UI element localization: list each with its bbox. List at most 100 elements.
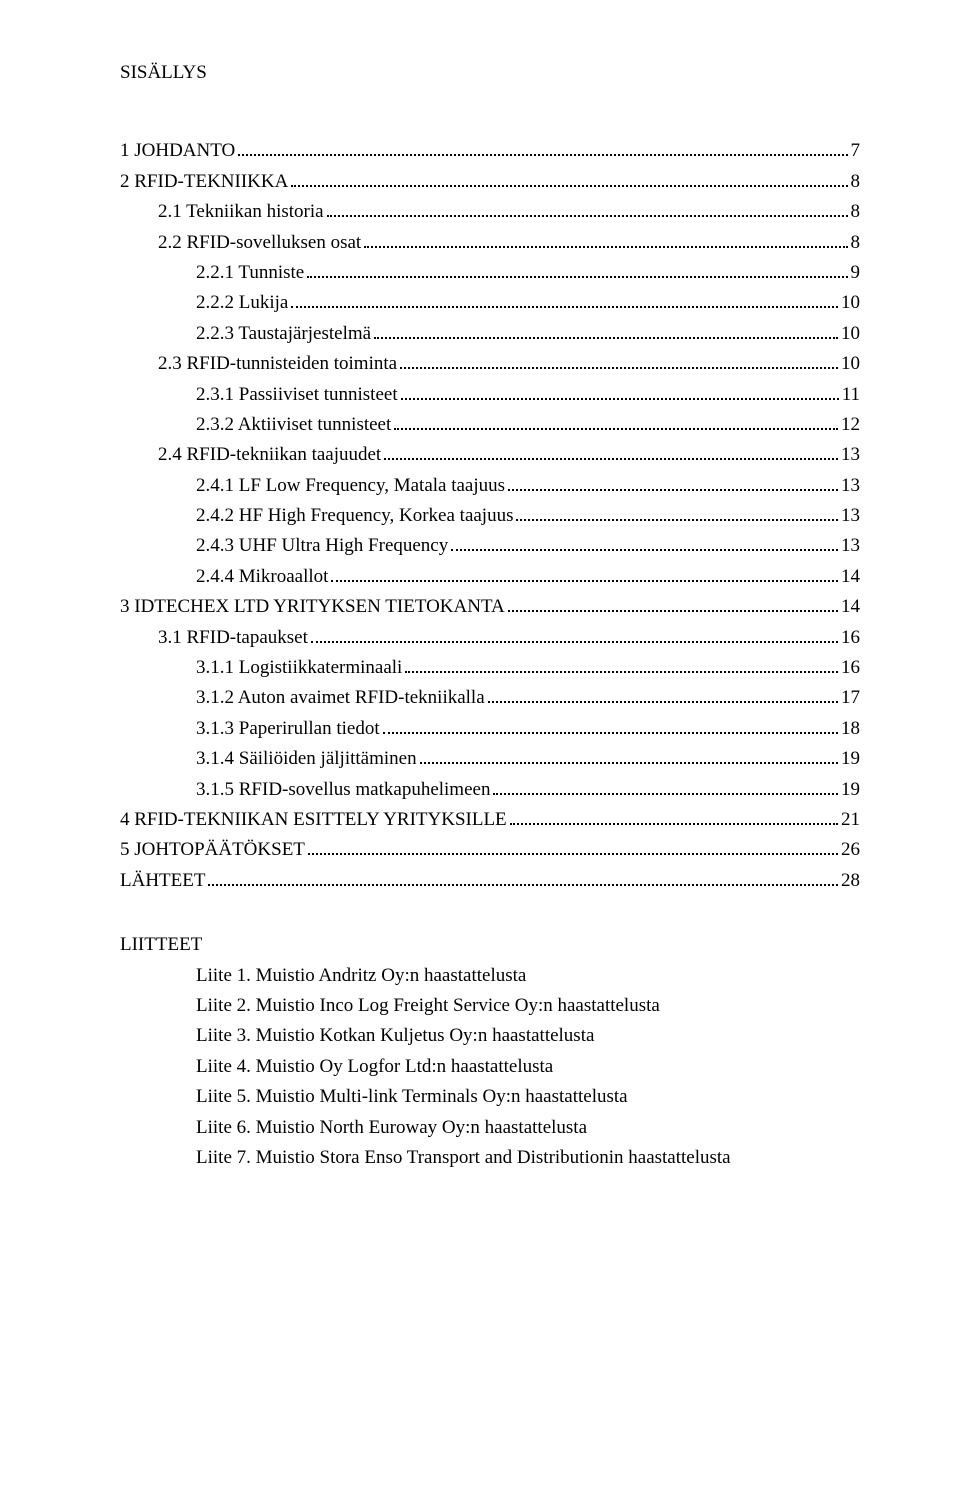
toc-leader-dots [327,200,848,217]
toc-entry-page: 10 [841,319,860,349]
toc-entry-label: 3.1.3 Paperirullan tiedot [196,714,380,744]
toc-entry-page: 12 [841,410,860,440]
attachment-item: Liite 2. Muistio Inco Log Freight Servic… [120,991,860,1021]
attachments-list: Liite 1. Muistio Andritz Oy:n haastattel… [120,961,860,1174]
toc-leader-dots [420,747,838,764]
toc-title: SISÄLLYS [120,58,860,88]
toc-entry-label: 3.1.5 RFID-sovellus matkapuhelimeen [196,775,490,805]
toc-entry: 3.1.4 Säiliöiden jäljittäminen 19 [120,744,860,774]
toc-entry: 3 IDTECHEX LTD YRITYKSEN TIETOKANTA 14 [120,592,860,622]
toc-entry-label: 3.1 RFID-tapaukset [158,623,308,653]
toc-entry-label: 3 IDTECHEX LTD YRITYKSEN TIETOKANTA [120,592,505,622]
document-page: SISÄLLYS 1 JOHDANTO 7 2 RFID-TEKNIIKKA 8 2.1… [0,0,960,1492]
toc-leader-dots [308,838,838,855]
toc-leader-dots [405,656,838,673]
attachments-title: LIITTEET [120,930,860,960]
toc-leader-dots [208,869,838,886]
toc-entry-label: 2.4.3 UHF Ultra High Frequency [196,531,448,561]
attachment-item: Liite 4. Muistio Oy Logfor Ltd:n haastat… [120,1052,860,1082]
toc-leader-dots [451,534,838,551]
toc-entry: 3.1.3 Paperirullan tiedot 18 [120,714,860,744]
toc-entry: 3.1.1 Logistiikkaterminaali 16 [120,653,860,683]
attachments-section: LIITTEET Liite 1. Muistio Andritz Oy:n h… [120,930,860,1173]
toc-entry: LÄHTEET 28 [120,866,860,896]
toc-entry-label: 1 JOHDANTO [120,136,235,166]
toc-entry-page: 16 [841,653,860,683]
toc-leader-dots [307,261,847,278]
toc-leader-dots [493,777,838,794]
toc-leader-dots [401,382,839,399]
toc-entry-label: 3.1.2 Auton avaimet RFID-tekniikalla [196,683,485,713]
toc-entry: 2.2 RFID-sovelluksen osat 8 [120,228,860,258]
toc-entry-label: 3.1.1 Logistiikkaterminaali [196,653,402,683]
table-of-contents: 1 JOHDANTO 7 2 RFID-TEKNIIKKA 8 2.1 Tekniika… [120,136,860,896]
toc-entry-label: 2.4 RFID-tekniikan taajuudet [158,440,381,470]
toc-entry-label: 2.1 Tekniikan historia [158,197,324,227]
toc-entry-page: 16 [841,623,860,653]
toc-entry-page: 14 [841,562,860,592]
attachment-item: Liite 1. Muistio Andritz Oy:n haastattel… [120,961,860,991]
attachment-item: Liite 7. Muistio Stora Enso Transport an… [120,1143,860,1173]
toc-entry-label: 2.4.4 Mikroaallot [196,562,328,592]
toc-entry-page: 19 [841,775,860,805]
toc-entry-label: 2.3.2 Aktiiviset tunnisteet [196,410,391,440]
toc-entry-label: 2.4.2 HF High Frequency, Korkea taajuus [196,501,513,531]
toc-entry: 2.2.2 Lukija 10 [120,288,860,318]
attachment-item: Liite 3. Muistio Kotkan Kuljetus Oy:n ha… [120,1021,860,1051]
toc-entry: 2.4.2 HF High Frequency, Korkea taajuus 1… [120,501,860,531]
toc-leader-dots [364,230,847,247]
toc-entry: 4 RFID-TEKNIIKAN ESITTELY YRITYKSILLE21 [120,805,860,835]
toc-entry-label: 2.2.1 Tunniste [196,258,304,288]
toc-leader-dots [488,686,838,703]
toc-entry-page: 13 [841,501,860,531]
toc-entry: 2.2.1 Tunniste9 [120,258,860,288]
toc-entry: 2 RFID-TEKNIIKKA 8 [120,167,860,197]
toc-entry: 2.3 RFID-tunnisteiden toiminta 10 [120,349,860,379]
toc-entry-page: 14 [841,592,860,622]
toc-entry: 5 JOHTOPÄÄTÖKSET26 [120,835,860,865]
toc-entry: 2.4.4 Mikroaallot 14 [120,562,860,592]
toc-entry-label: 2.2 RFID-sovelluksen osat [158,228,361,258]
toc-entry-label: 2.2.2 Lukija [196,288,288,318]
toc-entry-label: 3.1.4 Säiliöiden jäljittäminen [196,744,417,774]
toc-entry-page: 13 [841,531,860,561]
toc-leader-dots [311,625,838,642]
toc-entry: 2.4.3 UHF Ultra High Frequency 13 [120,531,860,561]
toc-entry-page: 10 [841,349,860,379]
toc-entry: 3.1 RFID-tapaukset 16 [120,623,860,653]
toc-leader-dots [331,565,838,582]
attachment-item: Liite 5. Muistio Multi-link Terminals Oy… [120,1082,860,1112]
toc-leader-dots [383,717,838,734]
toc-entry-label: 4 RFID-TEKNIIKAN ESITTELY YRITYKSILLE [120,805,507,835]
toc-entry-page: 8 [851,197,861,227]
toc-leader-dots [291,170,847,187]
toc-entry-label: 2.3.1 Passiiviset tunnisteet [196,380,398,410]
toc-leader-dots [400,352,838,369]
toc-leader-dots [508,595,838,612]
toc-entry-label: LÄHTEET [120,866,205,896]
toc-entry-page: 10 [841,288,860,318]
toc-entry-page: 11 [842,380,860,410]
toc-entry: 3.1.5 RFID-sovellus matkapuhelimeen 19 [120,775,860,805]
toc-entry: 2.2.3 Taustajärjestelmä 10 [120,319,860,349]
toc-entry-page: 7 [851,136,861,166]
toc-entry-page: 17 [841,683,860,713]
toc-entry-page: 28 [841,866,860,896]
toc-entry: 1 JOHDANTO 7 [120,136,860,166]
toc-entry-label: 2.3 RFID-tunnisteiden toiminta [158,349,397,379]
toc-entry-label: 2 RFID-TEKNIIKKA [120,167,288,197]
toc-entry-page: 8 [851,167,861,197]
toc-entry-page: 19 [841,744,860,774]
toc-entry: 3.1.2 Auton avaimet RFID-tekniikalla 17 [120,683,860,713]
toc-entry: 2.3.2 Aktiiviset tunnisteet 12 [120,410,860,440]
toc-leader-dots [384,443,838,460]
attachment-item: Liite 6. Muistio North Euroway Oy:n haas… [120,1113,860,1143]
toc-entry-page: 8 [851,228,861,258]
toc-leader-dots [394,413,838,430]
toc-leader-dots [510,808,838,825]
toc-entry-page: 13 [841,440,860,470]
toc-entry-label: 2.2.3 Taustajärjestelmä [196,319,371,349]
toc-entry-page: 18 [841,714,860,744]
toc-entry: 2.3.1 Passiiviset tunnisteet 11 [120,380,860,410]
toc-leader-dots [374,322,838,339]
